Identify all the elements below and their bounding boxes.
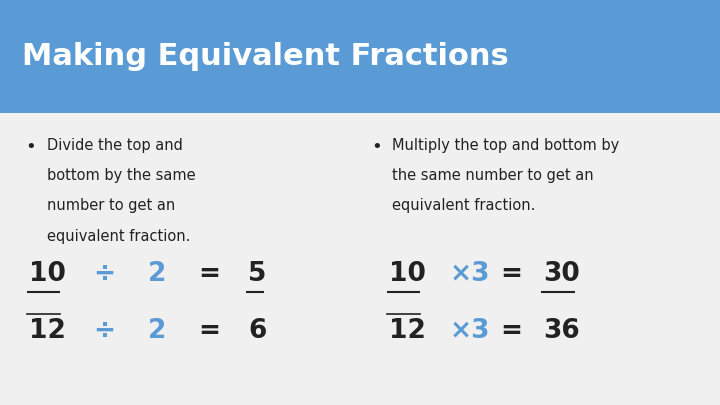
Text: 2: 2 [148, 262, 166, 288]
Text: =: = [198, 262, 220, 288]
Text: equivalent fraction.: equivalent fraction. [47, 229, 190, 244]
FancyBboxPatch shape [0, 0, 720, 113]
Text: number to get an: number to get an [47, 198, 175, 213]
Text: 6: 6 [248, 318, 267, 344]
Text: 30: 30 [544, 262, 580, 288]
Text: =: = [500, 318, 523, 344]
Text: 12: 12 [29, 318, 66, 344]
Text: 12: 12 [389, 318, 426, 344]
Text: ÷: ÷ [94, 262, 116, 288]
Text: bottom by the same: bottom by the same [47, 168, 195, 183]
Text: ×3: ×3 [450, 262, 490, 288]
Text: •: • [25, 138, 36, 156]
Text: 10: 10 [29, 262, 66, 288]
Text: 10: 10 [389, 262, 426, 288]
Text: the same number to get an: the same number to get an [392, 168, 594, 183]
Text: ×3: ×3 [450, 318, 490, 344]
Text: Multiply the top and bottom by: Multiply the top and bottom by [392, 138, 620, 153]
Text: 5: 5 [248, 262, 267, 288]
Text: ÷: ÷ [94, 318, 116, 344]
Text: •: • [371, 138, 382, 156]
Text: 36: 36 [544, 318, 580, 344]
Text: Making Equivalent Fractions: Making Equivalent Fractions [22, 42, 508, 71]
Text: 2: 2 [148, 318, 166, 344]
Text: equivalent fraction.: equivalent fraction. [392, 198, 536, 213]
Text: Divide the top and: Divide the top and [47, 138, 183, 153]
Text: =: = [500, 262, 523, 288]
Text: =: = [198, 318, 220, 344]
